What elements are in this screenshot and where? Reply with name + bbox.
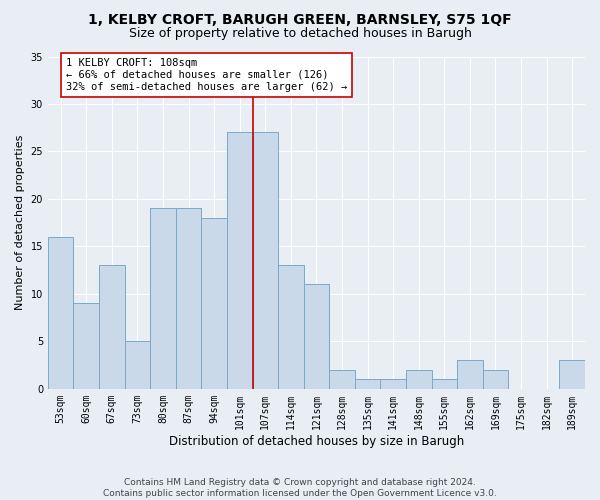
Bar <box>559 360 585 389</box>
Text: 1 KELBY CROFT: 108sqm
← 66% of detached houses are smaller (126)
32% of semi-det: 1 KELBY CROFT: 108sqm ← 66% of detached … <box>66 58 347 92</box>
Bar <box>355 380 380 389</box>
Bar <box>125 342 150 389</box>
Bar <box>406 370 431 389</box>
Y-axis label: Number of detached properties: Number of detached properties <box>15 135 25 310</box>
Bar <box>99 266 125 389</box>
Bar <box>278 266 304 389</box>
Bar <box>304 284 329 389</box>
Bar <box>73 304 99 389</box>
Bar <box>48 237 73 389</box>
Bar <box>227 132 253 389</box>
Bar <box>457 360 482 389</box>
Bar <box>329 370 355 389</box>
Bar <box>380 380 406 389</box>
Text: Contains HM Land Registry data © Crown copyright and database right 2024.
Contai: Contains HM Land Registry data © Crown c… <box>103 478 497 498</box>
Bar <box>202 218 227 389</box>
Bar <box>431 380 457 389</box>
Bar <box>482 370 508 389</box>
Bar <box>253 132 278 389</box>
Text: Size of property relative to detached houses in Barugh: Size of property relative to detached ho… <box>128 28 472 40</box>
Bar <box>150 208 176 389</box>
Text: 1, KELBY CROFT, BARUGH GREEN, BARNSLEY, S75 1QF: 1, KELBY CROFT, BARUGH GREEN, BARNSLEY, … <box>88 12 512 26</box>
Bar <box>176 208 202 389</box>
X-axis label: Distribution of detached houses by size in Barugh: Distribution of detached houses by size … <box>169 434 464 448</box>
